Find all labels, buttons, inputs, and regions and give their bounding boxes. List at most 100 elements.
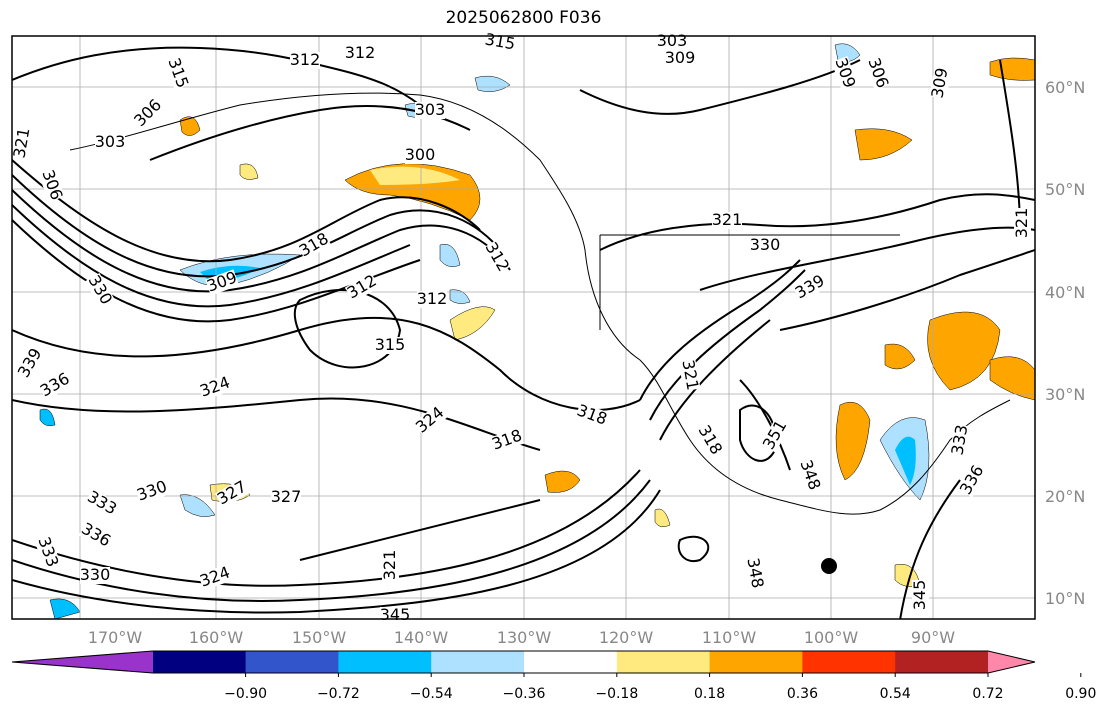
contour-label-bg (760, 418, 791, 453)
lat-tick-label: 20°N (1045, 487, 1085, 506)
contour-label: 330 (750, 235, 781, 254)
colorbar-tick-label: 0.90 (1065, 686, 1096, 702)
contour-label-bg (949, 423, 972, 457)
colorbar-segment (616, 651, 711, 673)
contour-label-bg (413, 404, 448, 437)
contour-label-bg (831, 56, 858, 91)
colorbar-segment (802, 651, 896, 673)
lon-tick-labels: 170°W 160°W 150°W 140°W 130°W 120°W 110°W 100°W… (88, 628, 955, 647)
contour-label-bg (574, 402, 609, 429)
contour-label: 321 (712, 210, 743, 229)
contour-label-bg (271, 489, 301, 506)
colorbar-segment (152, 651, 247, 673)
colorbar-tick-label: −0.72 (317, 686, 360, 702)
colorbar-segment (431, 651, 525, 673)
contour-label: 330 (80, 565, 111, 584)
colorbar-extend-right (988, 651, 1035, 673)
contour-label: 345 (910, 580, 929, 611)
contour-label-bg (796, 458, 823, 493)
contour-label-bg (694, 423, 725, 458)
shaded-field (39, 43, 1035, 619)
lon-tick-label: 170°W (88, 628, 143, 647)
lat-tick-label: 60°N (1045, 78, 1085, 97)
contour-label-bg (750, 237, 780, 254)
contour-label-bg (84, 488, 119, 519)
contour-label-bg (665, 50, 695, 67)
contour-label: 303 (415, 100, 446, 119)
contour-label-bg (417, 291, 447, 308)
contour-label-bg (957, 463, 988, 498)
contour-label-bg (95, 134, 125, 151)
lon-tick-label: 120°W (599, 628, 654, 647)
contour-label: 309 (665, 48, 696, 67)
contour-label-bg (743, 556, 766, 590)
colorbar-labels: −0.90 −0.72 −0.54 −0.36 −0.18 0.18 0.36 0.54 0.7… (224, 673, 1096, 702)
colorbar-tick-label: 0.72 (972, 686, 1003, 702)
map-panel (12, 36, 1035, 619)
colorbar-tick-label: −0.54 (410, 686, 453, 702)
storm-marker (821, 558, 837, 574)
contour-label-bg (198, 374, 233, 401)
colorbar-tick-label: 0.18 (694, 686, 725, 702)
contour-label: 312 (345, 43, 376, 62)
contour-label: 300 (405, 145, 436, 164)
contour-label-bg (38, 168, 65, 203)
contour-label-bg (382, 550, 399, 580)
gridlines (12, 36, 1035, 619)
coastlines (69, 92, 1011, 515)
lat-tick-label: 10°N (1045, 589, 1085, 608)
contour-label-bg (490, 427, 525, 454)
contour-label-bg (215, 478, 250, 509)
contour-label-bg (135, 478, 170, 505)
contour-label-bg (929, 66, 952, 100)
contour-label-bg (15, 346, 46, 381)
colorbar-extend-left (12, 651, 153, 673)
colorbar-tick-label: −0.18 (595, 686, 638, 702)
contour-label-bg (80, 567, 110, 584)
contour-label-bg (481, 240, 512, 275)
contour-label-bg (205, 269, 240, 296)
contour-label-bg (78, 520, 113, 551)
colorbar-segment (245, 651, 339, 673)
contour-label-bg (912, 580, 929, 610)
contour-label-bg (84, 273, 115, 308)
colorbar-tick-label: −0.90 (224, 686, 267, 702)
contour-label: 312 (290, 50, 321, 69)
contour-label-bg (375, 337, 405, 354)
colorbar-segment (338, 651, 432, 673)
contour-label: 303 (95, 132, 126, 151)
contour-label-bg (198, 564, 233, 591)
colorbar-tick-label: 0.36 (787, 686, 818, 702)
contour-label: 312 (417, 289, 448, 308)
lon-tick-label: 140°W (394, 628, 449, 647)
contour-label-bg (131, 96, 165, 130)
contour-label-bg (297, 230, 332, 261)
contour-label: 321 (380, 550, 399, 581)
contour-label-bg (290, 52, 320, 69)
contour-label-bg (38, 370, 73, 401)
colorbar-tick-label: −0.36 (503, 686, 546, 702)
lat-tick-label: 50°N (1045, 180, 1085, 199)
contour-label: 321 (1012, 208, 1031, 239)
lon-tick-label: 90°W (911, 628, 955, 647)
contour-label-bg (345, 272, 380, 303)
lon-tick-label: 100°W (804, 628, 859, 647)
colorbar-segment (709, 651, 803, 673)
lat-tick-labels: 60°N 50°N 40°N 30°N 20°N 10°N (1045, 78, 1085, 608)
lat-tick-label: 30°N (1045, 385, 1085, 404)
lon-tick-label: 160°W (189, 628, 244, 647)
lon-tick-label: 110°W (702, 628, 757, 647)
contour-label-bg (793, 272, 828, 303)
contour-label-bg (712, 212, 742, 229)
contour-label-bg (164, 56, 191, 91)
contour-label-bg (11, 126, 34, 160)
lon-tick-label: 150°W (292, 628, 347, 647)
contour-label-bg (345, 45, 375, 62)
colorbar-outline (11, 650, 1036, 674)
colorbar-segment (895, 651, 989, 673)
contour-label: 315 (375, 335, 406, 354)
contour-label-bg (864, 56, 891, 91)
lat-tick-label: 40°N (1045, 283, 1085, 302)
colorbar-tick-label: 0.54 (880, 686, 911, 702)
